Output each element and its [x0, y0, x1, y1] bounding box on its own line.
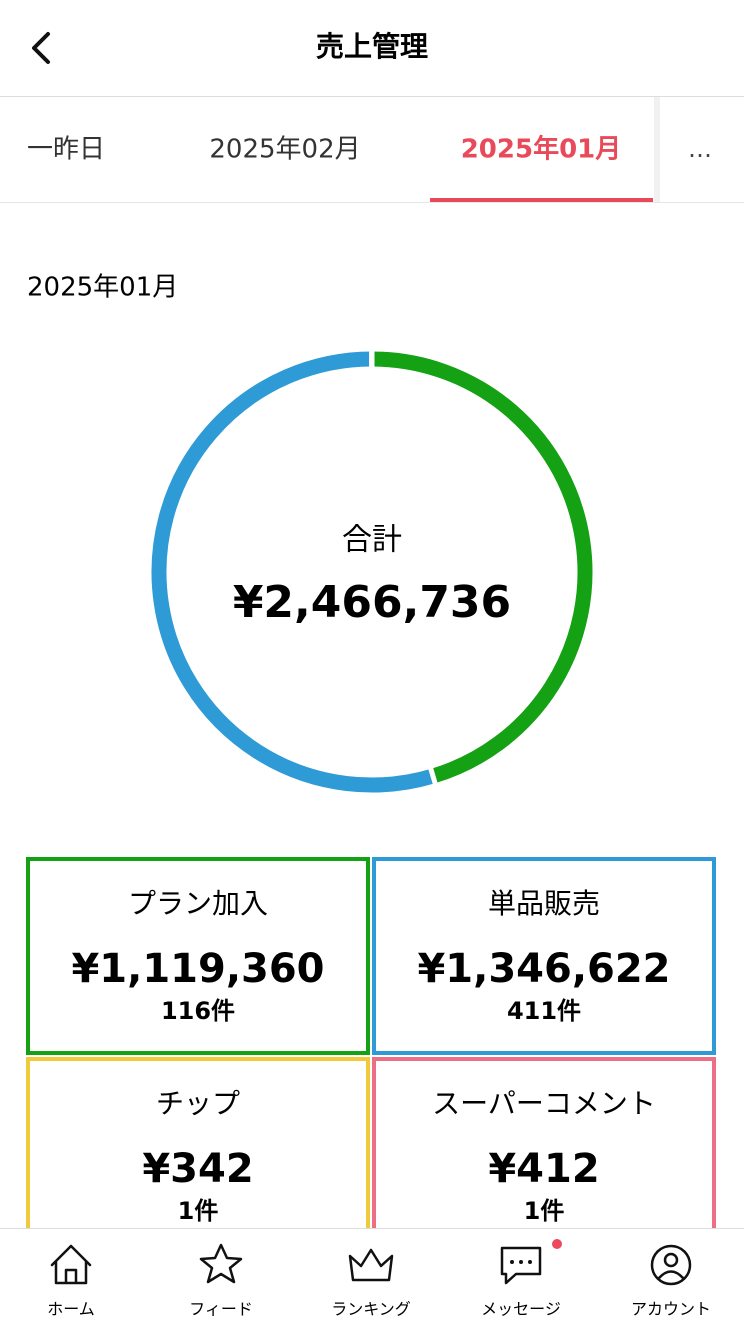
card-amount: ¥342 [142, 1146, 253, 1192]
tab-indicator [430, 198, 653, 202]
header-title: 売上管理 [316, 30, 428, 63]
donut-segment [151, 351, 436, 793]
donut-center-label: 合計 [342, 523, 402, 558]
tab[interactable]: 一昨日 [27, 135, 105, 165]
card-amount: ¥412 [488, 1146, 599, 1192]
card-count: 1件 [524, 1197, 565, 1225]
donut-chart [151, 346, 593, 793]
message-dot [510, 1260, 514, 1264]
nav-label[interactable]: ホーム [47, 1300, 95, 1319]
account-icon [650, 1244, 692, 1286]
tab-shadow [654, 97, 660, 202]
card-count: 1件 [178, 1197, 219, 1225]
account-icon-body [657, 1270, 685, 1280]
home-icon [50, 1244, 92, 1285]
bottom-nav [0, 1228, 744, 1328]
summary-card[interactable] [372, 1057, 716, 1255]
message-dot [528, 1260, 532, 1264]
ranking-icon [348, 1248, 394, 1282]
nav-labels: ホーム フィード ランキング メッセージ アカウント [47, 1300, 711, 1319]
message-icon [500, 1246, 542, 1285]
donut-total: ¥2,466,736 [233, 577, 511, 628]
nav-label[interactable]: メッセージ [481, 1300, 561, 1319]
tab[interactable]: 2025年02月 [209, 135, 360, 165]
nav-label[interactable]: アカウント [631, 1300, 711, 1319]
card-title: チップ [156, 1087, 240, 1120]
donut-separator [427, 763, 439, 789]
summary-card[interactable] [26, 1057, 370, 1255]
nav-label[interactable]: ランキング [331, 1300, 411, 1319]
tab[interactable]: 2025年01月 [461, 134, 622, 165]
nav-label[interactable]: フィード [189, 1300, 253, 1319]
tab-more[interactable]: … [688, 135, 712, 163]
card-count: 116件 [161, 997, 235, 1025]
header [0, 0, 744, 96]
card-title: スーパーコメント [432, 1087, 656, 1120]
card-title: 単品販売 [488, 887, 600, 920]
card-amount: ¥1,119,360 [71, 946, 324, 992]
account-icon-head [663, 1252, 679, 1268]
card-count: 411件 [507, 997, 581, 1025]
card-title: プラン加入 [128, 887, 268, 920]
notification-badge [552, 1239, 562, 1249]
tab-more-bg [654, 97, 744, 202]
summary-card[interactable] [372, 857, 716, 1055]
summary-cards: プラン加入 ¥1,119,360 116件 単品販売 ¥1,346,622 411件チップ… [26, 857, 716, 1255]
donut-segment [371, 351, 593, 784]
back-button[interactable] [32, 32, 50, 64]
summary-card[interactable] [26, 857, 370, 1055]
feed-icon [199, 1243, 243, 1284]
section-label: 2025年01月 [27, 273, 178, 303]
tab-bar: 一昨日 2025年02月 2025年01月 [27, 134, 653, 202]
card-amount: ¥1,346,622 [417, 946, 670, 992]
message-dot [519, 1260, 523, 1264]
